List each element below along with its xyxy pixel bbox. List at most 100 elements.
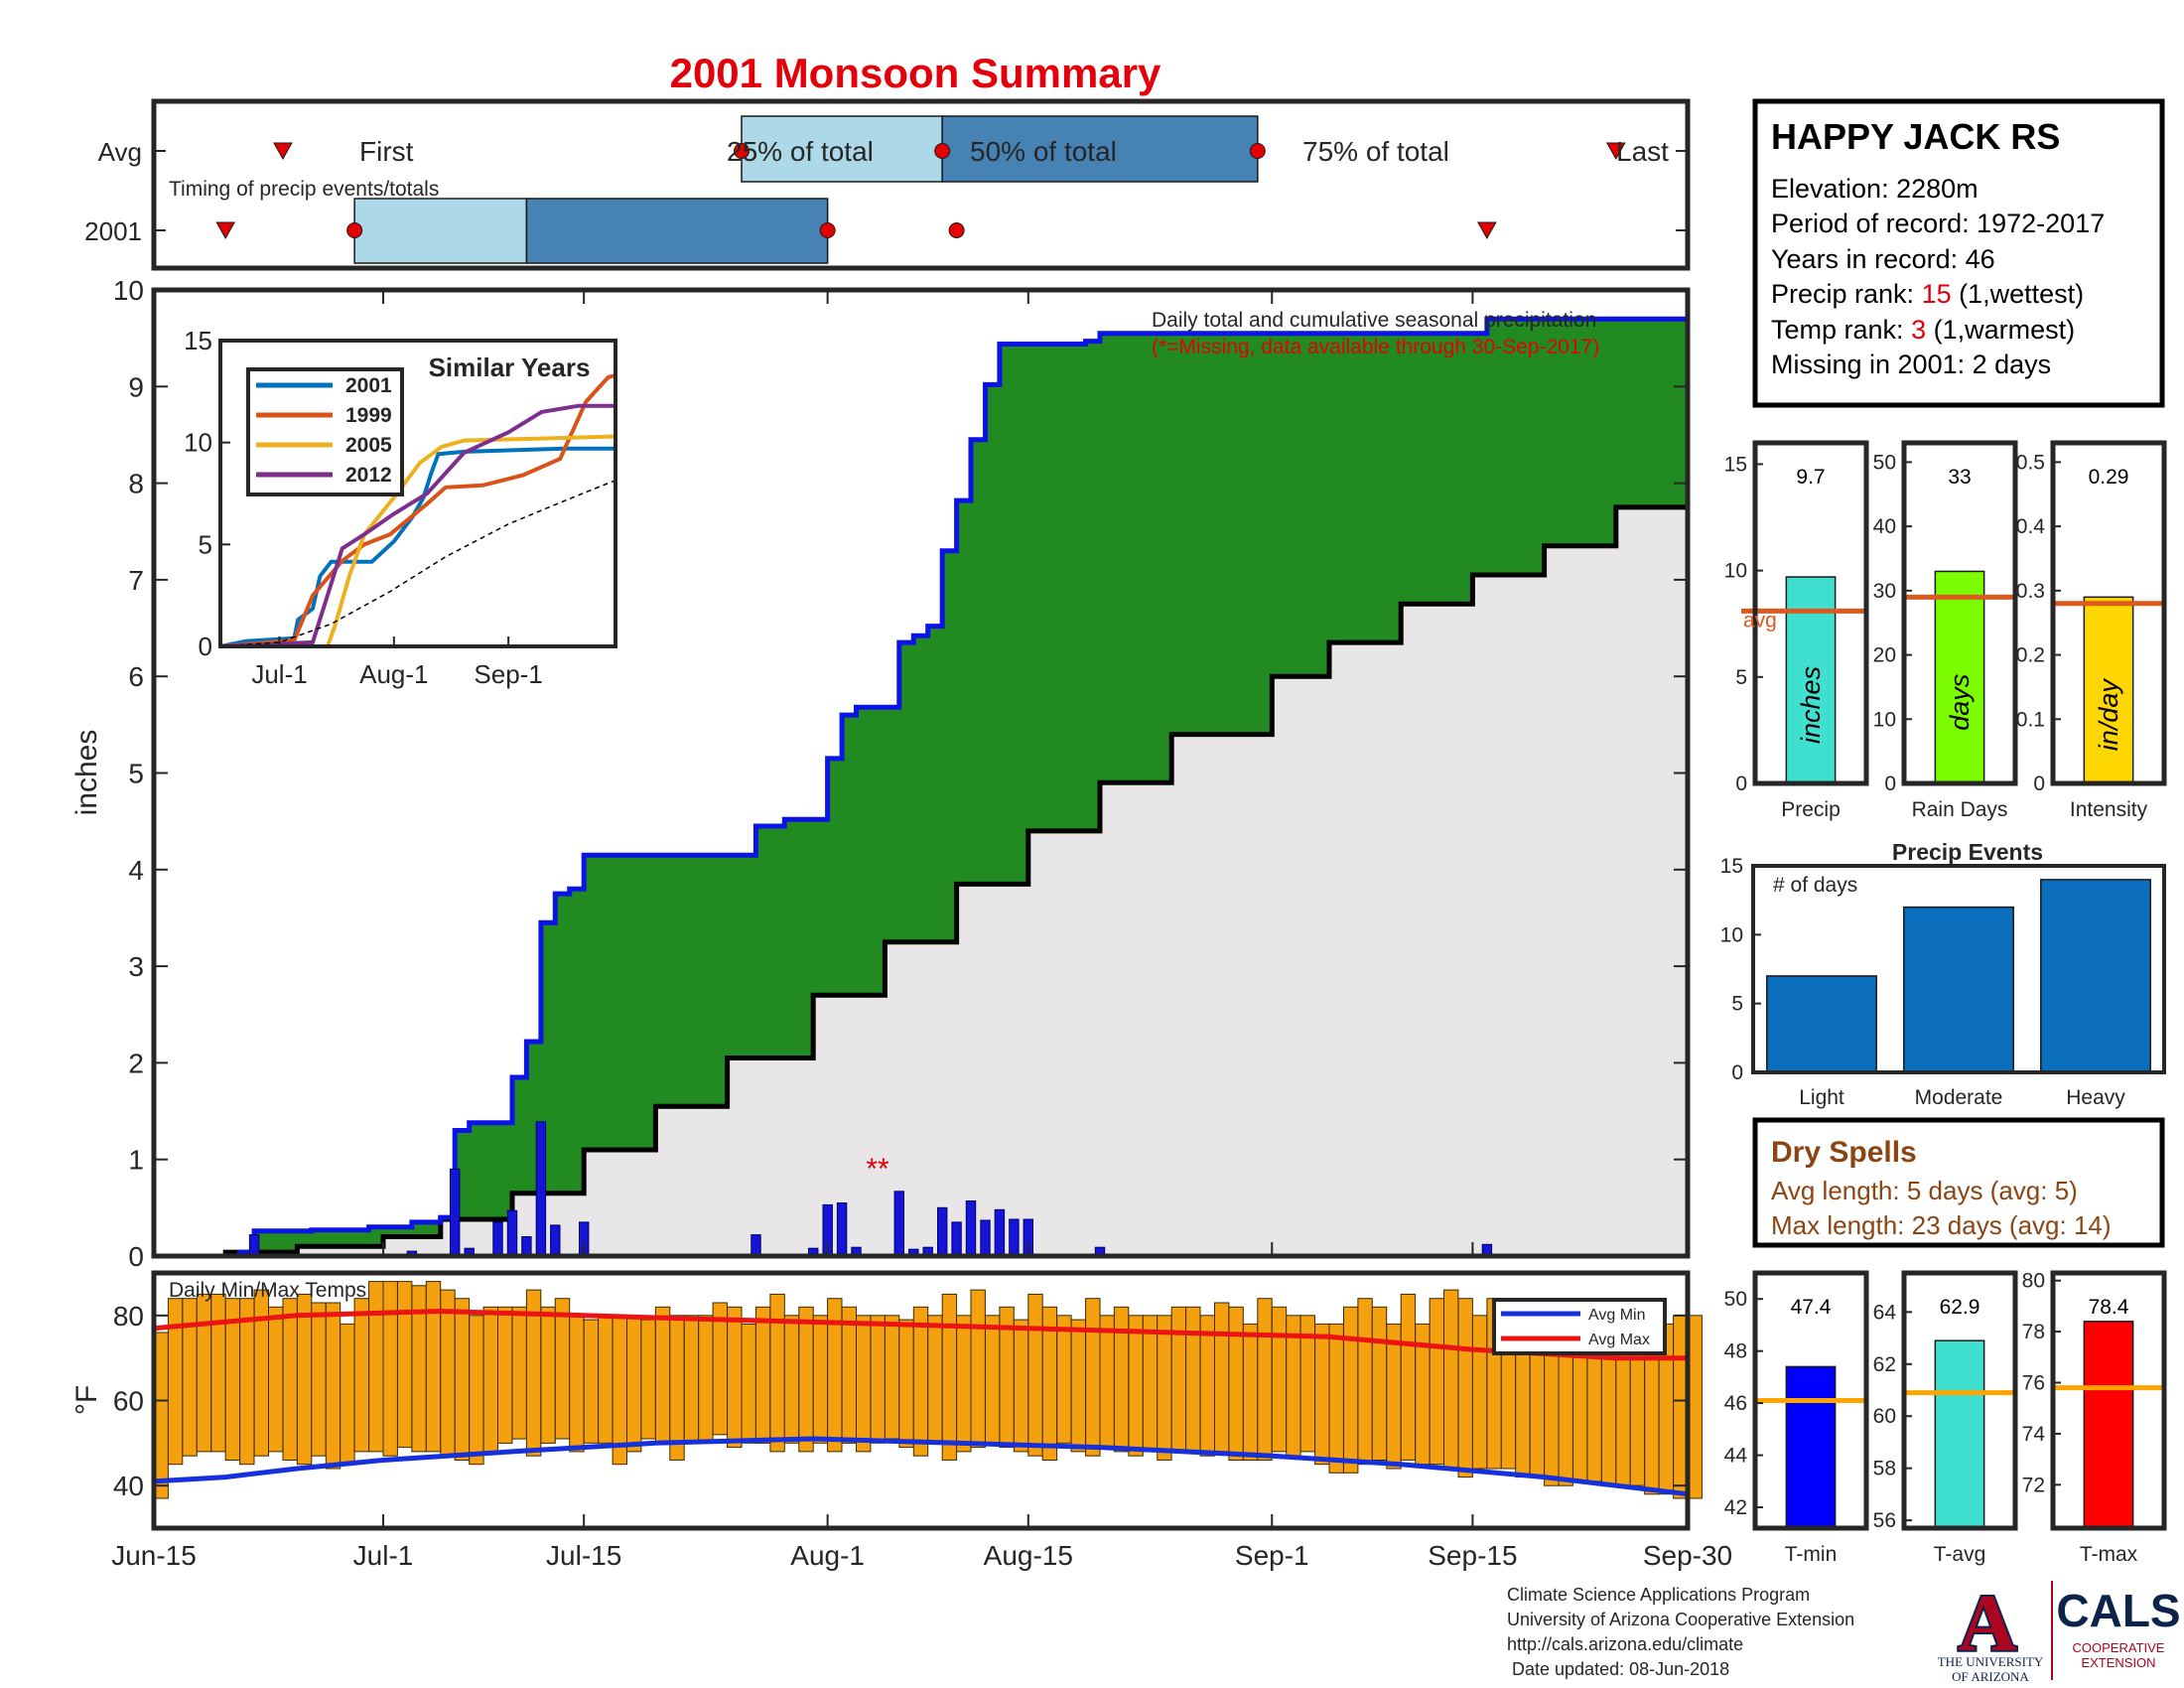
daily-temp-bar <box>1400 1293 1417 1461</box>
daily-temp-bar <box>1085 1298 1101 1457</box>
events-ytick-label: 10 <box>1720 923 1743 946</box>
temp-rank-prefix: Temp rank: <box>1771 315 1911 345</box>
panel-ytick-label: 46 <box>1724 1392 1747 1415</box>
panel-ytick-label: 0.4 <box>2016 515 2046 538</box>
avg-last-marker <box>1605 142 1626 161</box>
panel-ytick-label: 78 <box>2022 1321 2045 1343</box>
panel-value-label-tmin: 47.4 <box>1791 1296 1832 1319</box>
timing-panel: Avg 2001 Timing of precip events/totals … <box>84 98 1691 271</box>
panel-frame-intensity <box>2050 440 2167 786</box>
legend-label-1999: 1999 <box>345 404 392 427</box>
daily-temp-bar <box>1199 1315 1215 1457</box>
daily-temp-bar <box>798 1306 814 1453</box>
y2001-25-50-box <box>353 198 528 264</box>
panel-ytick-label: 60 <box>1873 1405 1896 1428</box>
cumulative-2001-line <box>154 316 1688 1259</box>
daily-temp-bar <box>167 1298 184 1466</box>
inset-title: Similar Years <box>429 352 591 382</box>
daily-temp-bar <box>1371 1306 1388 1462</box>
panel-ytick-label: 0.5 <box>2016 451 2045 474</box>
panel-avg-label-precip: avg <box>1743 609 1777 632</box>
daily-temp-bar <box>698 1315 714 1444</box>
timing-p25-label: 25% of total <box>727 136 874 167</box>
y2001-p50-marker <box>819 222 836 238</box>
legend-label-2001: 2001 <box>345 374 392 397</box>
panel-ytick-label: 44 <box>1724 1445 1748 1468</box>
inset-ytick-label: 0 <box>199 632 212 661</box>
daily-temp-bar <box>941 1293 958 1461</box>
main-ytick-label: 1 <box>128 1145 144 1176</box>
temp-rank-suffix: (1,warmest) <box>1926 315 2075 345</box>
panel-frame-precip <box>1752 440 1869 786</box>
daily-temp-bar <box>1013 1319 1029 1453</box>
event-bar-heavy <box>2040 879 2151 1073</box>
daily-temp-bar <box>612 1315 627 1466</box>
y2001-p25-marker <box>346 222 363 238</box>
daily-temp-bar <box>340 1323 355 1466</box>
panel-ytick-label: 30 <box>1873 580 1896 603</box>
temp-legend: Avg Min Avg Max <box>1492 1298 1667 1355</box>
daily-temp-bar <box>712 1302 728 1436</box>
daily-temp-bar <box>325 1302 341 1470</box>
main-ytick-label: 5 <box>128 759 144 789</box>
timing-caption: Timing of precip events/totals <box>169 178 439 201</box>
main-ytick-label: 9 <box>128 371 144 402</box>
panel-ytick-label: 0.2 <box>2016 644 2045 667</box>
inset-xtick-label: Sep-1 <box>474 659 542 689</box>
panel-tmax: 72 74 76 78 80 78.4 T-max <box>2022 1270 2167 1566</box>
missing-marker: ** <box>866 1153 889 1186</box>
footer-line-1: Climate Science Applications Program <box>1507 1585 1810 1605</box>
ua-wordmark-line-1: THE UNIVERSITY <box>1938 1654 2044 1669</box>
inset-ytick-label: 5 <box>199 529 212 559</box>
footer-line-2: University of Arizona Cooperative Extens… <box>1507 1610 1854 1629</box>
panel-ytick-label: 72 <box>2022 1474 2045 1496</box>
station-temp-rank: Temp rank: 3 (1,warmest) <box>1771 315 2075 345</box>
main-ytick-label: 8 <box>128 469 144 499</box>
temp-ytick-label: 80 <box>113 1301 144 1332</box>
panel-ytick-label: 50 <box>1724 1288 1747 1311</box>
avg-p50-marker <box>934 143 951 159</box>
dry-spells-max-length: Max length: 23 days (avg: 14) <box>1771 1210 2112 1240</box>
daily-temp-bar <box>1429 1298 1444 1466</box>
station-years: Years in record: 46 <box>1771 244 1995 274</box>
daily-temp-bar <box>841 1306 857 1444</box>
daily-precip-bar <box>893 1191 904 1257</box>
inset-xtick-label: Aug-1 <box>359 659 428 689</box>
daily-temp-bar <box>898 1319 914 1449</box>
station-info-box: HAPPY JACK RS Elevation: 2280m Period of… <box>1752 98 2165 408</box>
temp-xtick-label: Sep-15 <box>1428 1540 1517 1571</box>
dry-spells-avg-length: Avg length: 5 days (avg: 5) <box>1771 1176 2078 1205</box>
daily-temp-bar <box>598 1315 614 1444</box>
daily-temp-bar <box>640 1319 656 1440</box>
panel-ytick-label: 5 <box>1735 666 1747 689</box>
panel-ytick-label: 76 <box>2022 1372 2045 1395</box>
main-ytick-label: 0 <box>128 1241 144 1272</box>
timing-p50-label: 50% of total <box>970 136 1117 167</box>
panel-xlabel-tavg: T-avg <box>1934 1543 1986 1566</box>
daily-temp-bar <box>1328 1323 1344 1474</box>
daily-temp-bar <box>870 1315 886 1444</box>
y2001-p75-marker <box>948 222 965 238</box>
temp-rank-value: 3 <box>1911 315 1926 345</box>
y2001-last-marker <box>1476 221 1497 240</box>
daily-temp-bar <box>1357 1298 1373 1466</box>
y2001-first-marker <box>215 221 236 240</box>
events-ytick-label: 5 <box>1731 993 1743 1016</box>
timing-axes-frame <box>151 98 1691 271</box>
temp-xtick-label: Jun-15 <box>111 1540 197 1571</box>
daily-temp-bar <box>569 1315 585 1453</box>
dry-spells-frame <box>1752 1117 2165 1248</box>
temp-xtick-label: Aug-1 <box>790 1540 865 1571</box>
daily-precip-bar <box>521 1236 532 1257</box>
temp-ylabel: °F <box>70 1385 103 1415</box>
panel-ytick-label: 0.1 <box>2016 708 2045 731</box>
main-ytick-label: 7 <box>128 565 144 596</box>
daily-temp-bar <box>985 1315 1001 1444</box>
panel-xlabel-tmin: T-min <box>1785 1543 1838 1566</box>
station-missing: Missing in 2001: 2 days <box>1771 350 2051 379</box>
timing-row-label-avg: Avg <box>98 137 142 167</box>
daily-temp-bar <box>268 1306 284 1453</box>
daily-temp-bar <box>912 1306 929 1457</box>
daily-temp-bar <box>239 1298 255 1466</box>
panel-precip: 0 5 10 15 9.7 Precip inches avg <box>1724 440 1869 821</box>
